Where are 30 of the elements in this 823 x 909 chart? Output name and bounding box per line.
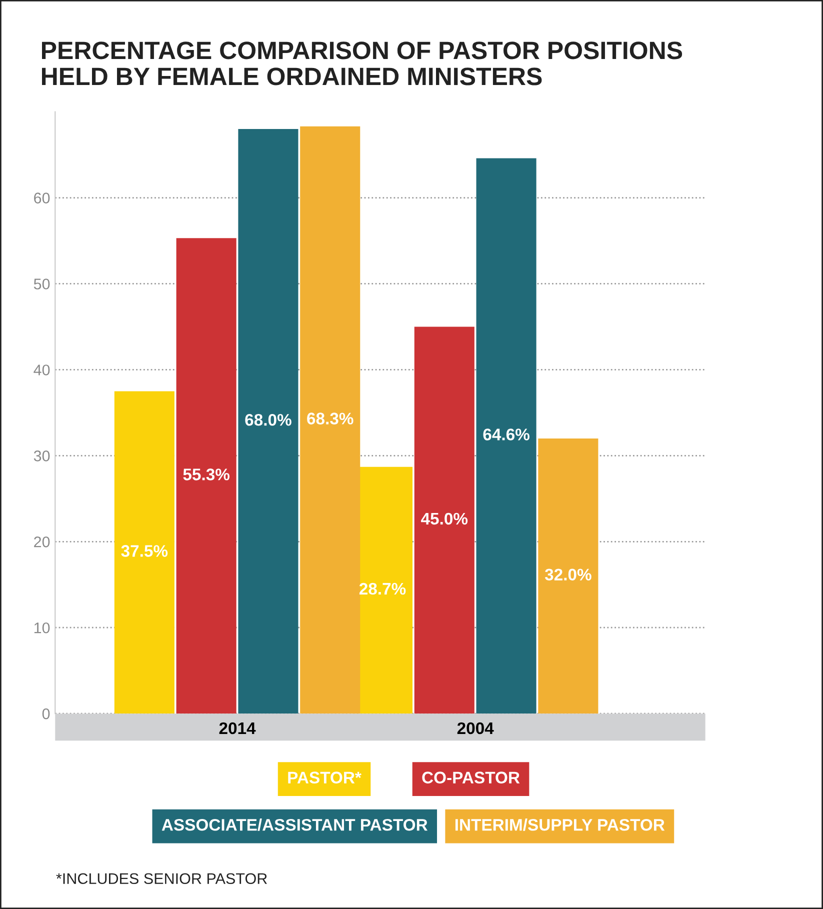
data-label: 55.3% xyxy=(183,468,230,480)
data-label: 45.0% xyxy=(421,512,468,525)
bar xyxy=(538,438,598,714)
bar xyxy=(176,238,236,714)
text: ASSOCIATE/ASSISTANT PASTOR xyxy=(162,818,428,831)
bar xyxy=(300,126,360,714)
y-tick-label: 60 xyxy=(34,192,50,204)
chart-title: PERCENTAGE COMPARISON OF PASTOR POSITIONS HELD BY FEMALE ORDAINED MINISTERS xyxy=(42,42,682,86)
x-tick-label: 2014 xyxy=(219,722,256,734)
bar xyxy=(414,326,474,714)
text: PASTOR* xyxy=(288,772,362,784)
bar xyxy=(114,391,174,714)
y-tick-label: 40 xyxy=(34,364,50,376)
text: *INCLUDES SENIOR PASTOR xyxy=(56,873,267,884)
bar xyxy=(476,158,536,714)
data-label: 28.7% xyxy=(359,582,406,595)
text: CO-PASTOR xyxy=(422,772,520,784)
data-label: 37.5% xyxy=(121,545,168,557)
y-tick-label: 10 xyxy=(34,622,50,634)
y-tick-label: 20 xyxy=(34,536,50,548)
x-tick-label: 2004 xyxy=(457,722,494,734)
data-label: 64.6% xyxy=(483,428,530,440)
y-tick-label: 30 xyxy=(34,450,50,462)
data-label: 68.0% xyxy=(245,414,292,426)
data-label: 68.3% xyxy=(307,412,354,424)
y-tick-label: 50 xyxy=(34,278,50,290)
data-label: 32.0% xyxy=(544,568,592,581)
y-tick-label: 0 xyxy=(42,708,50,720)
bar xyxy=(238,129,298,714)
text: INTERIM/SUPPLY PASTOR xyxy=(455,818,665,831)
